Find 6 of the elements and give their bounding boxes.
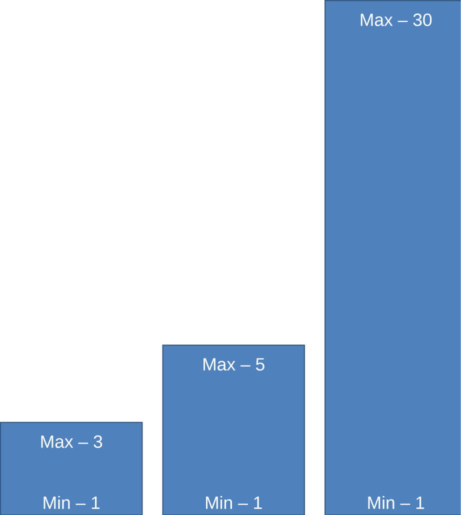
annotation: Max – 5 [204,358,264,371]
annotation: Max – 3 [41,435,102,448]
annotation: Min – 1 [44,496,100,509]
annotation: Min – 1 [368,496,424,509]
annotation: Min – 1 [206,496,262,509]
annotation: Max – 30 [360,14,432,26]
